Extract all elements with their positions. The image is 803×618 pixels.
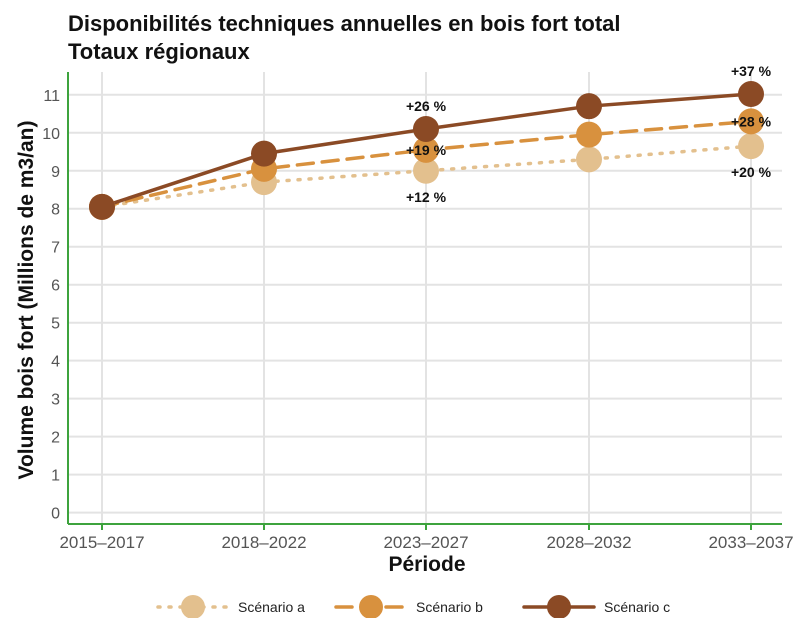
legend: Scénario a Scénario b Scénario c: [156, 595, 670, 618]
data-point-sc-nario-a: [413, 157, 439, 184]
data-label: +20 %: [731, 164, 772, 180]
data-label: +28 %: [731, 113, 772, 129]
data-point-sc-nario-c: [576, 93, 602, 120]
legend-label: Scénario c: [604, 599, 670, 615]
y-tick-label: 5: [51, 316, 60, 333]
data-label: +37 %: [731, 63, 772, 79]
grid: [68, 72, 782, 524]
legend-swatch-marker: [547, 595, 571, 618]
y-tick-label: 1: [51, 468, 60, 485]
x-tick-label: 2033–2037: [708, 533, 793, 552]
data-point-sc-nario-c: [251, 140, 277, 167]
data-label: +26 %: [406, 98, 447, 114]
annotations: +26 % +19 % +12 % +37 % +28 % +20 %: [406, 63, 772, 205]
series-line-sc-nario-a: [100, 144, 753, 209]
y-tick-label: 8: [51, 202, 60, 219]
data-label: +12 %: [406, 189, 447, 205]
legend-label: Scénario b: [416, 599, 483, 615]
y-axis-title: Volume bois fort (Millions de m3/an): [15, 121, 38, 480]
chart-subtitle: Totaux régionaux: [68, 39, 250, 64]
y-tick-label: 2: [51, 430, 60, 447]
series-markers: [89, 81, 764, 220]
legend-label: Scénario a: [238, 599, 305, 615]
x-axis-title: Période: [388, 553, 465, 576]
y-tick-label: 9: [51, 164, 60, 181]
x-tick-label: 2015–2017: [59, 533, 144, 552]
x-tick-label: 2023–2027: [383, 533, 468, 552]
y-tick-label: 7: [51, 240, 60, 257]
legend-swatch-marker: [181, 595, 205, 618]
y-tick-label: 10: [42, 126, 60, 143]
legend-item: Scénario a: [156, 595, 305, 618]
x-tick-label: 2018–2022: [221, 533, 306, 552]
y-tick-label: 4: [51, 354, 60, 371]
legend-item: Scénario c: [522, 595, 670, 618]
data-point-sc-nario-b: [738, 108, 764, 135]
legend-item: Scénario b: [334, 595, 483, 618]
data-point-sc-nario-b: [413, 136, 439, 163]
data-point-sc-nario-c: [738, 81, 764, 108]
y-tick-label: 6: [51, 278, 60, 295]
x-tick-label: 2028–2032: [546, 533, 631, 552]
data-point-sc-nario-a: [738, 133, 764, 160]
chart-title: Disponibilités techniques annuelles en b…: [68, 11, 621, 36]
y-tick-label: 11: [43, 88, 60, 105]
data-point-sc-nario-c: [413, 115, 439, 142]
data-point-sc-nario-a: [576, 146, 602, 173]
data-point-sc-nario-b: [576, 121, 602, 148]
y-tick-label: 0: [51, 506, 60, 523]
data-point-sc-nario-c: [89, 193, 115, 220]
legend-swatch-marker: [359, 595, 383, 618]
data-label: +19 %: [406, 142, 447, 158]
axes: 0 1 2 3 4 5 6 7 8 9 10 11 2015–2017 2018–2022 2023–202…: [42, 72, 794, 552]
y-tick-label: 3: [51, 392, 60, 409]
